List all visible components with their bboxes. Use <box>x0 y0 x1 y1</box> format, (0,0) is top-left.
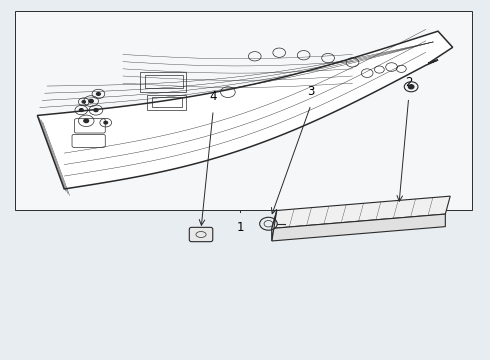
Circle shape <box>82 101 85 103</box>
Polygon shape <box>272 196 450 228</box>
Circle shape <box>97 93 100 95</box>
Text: 3: 3 <box>307 85 315 98</box>
Bar <box>140 72 186 92</box>
Circle shape <box>89 99 93 103</box>
Bar <box>145 75 183 88</box>
Text: 4: 4 <box>210 90 217 103</box>
Polygon shape <box>272 214 445 241</box>
FancyBboxPatch shape <box>189 227 213 242</box>
Circle shape <box>84 119 89 122</box>
Bar <box>15 12 472 211</box>
Polygon shape <box>37 31 453 189</box>
Circle shape <box>79 109 83 112</box>
Bar <box>152 97 182 107</box>
Circle shape <box>94 109 98 112</box>
Bar <box>147 95 186 110</box>
Circle shape <box>104 121 107 124</box>
Polygon shape <box>272 211 277 241</box>
Circle shape <box>408 85 414 89</box>
Text: 1: 1 <box>236 221 244 234</box>
Text: 2: 2 <box>405 76 413 89</box>
